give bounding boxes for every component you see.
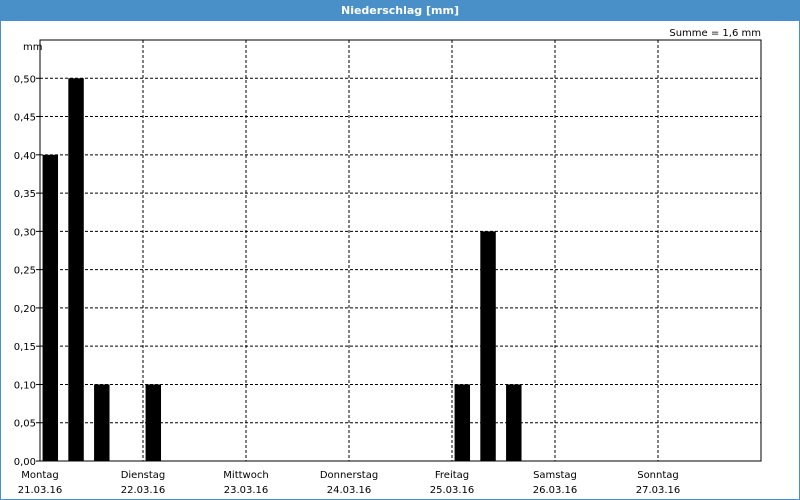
bar (68, 78, 84, 461)
y-tick-label: 0,35 (14, 189, 36, 200)
x-day-label: Dienstag (121, 470, 166, 481)
y-tick-label: 0,50 (14, 74, 36, 85)
y-tick-label: 0,40 (14, 151, 36, 162)
bar (506, 384, 522, 461)
y-tick-label: 0,45 (14, 113, 36, 124)
y-tick-label: 0,15 (14, 342, 36, 353)
x-date-label: 27.03.16 (636, 485, 681, 496)
y-tick-label: 0,20 (14, 304, 36, 315)
y-tick-label: 0,00 (14, 457, 36, 468)
precipitation-chart: Summe = 1,6 mm mm 0,00 0,05 0,10 0,15 0,20 0,… (14, 28, 762, 496)
x-day-label: Freitag (435, 470, 469, 481)
y-tick-label: 0,05 (14, 419, 36, 430)
bar (454, 384, 471, 461)
x-day-label: Donnerstag (320, 470, 378, 481)
window-title: Niederschlag [mm] (341, 4, 459, 17)
bar (145, 384, 162, 461)
y-axis-unit-label: mm (23, 42, 42, 53)
plot-frame (39, 39, 762, 462)
bar (42, 154, 59, 461)
x-date-label: 26.03.16 (533, 485, 578, 496)
x-date-label: 21.03.16 (18, 485, 63, 496)
summary-label: Summe = 1,6 mm (669, 28, 761, 39)
x-date-label: 25.03.16 (430, 485, 475, 496)
x-date-label: 24.03.16 (327, 485, 372, 496)
x-day-label: Sonntag (637, 470, 679, 481)
chart-panel: Summe = 1,6 mm mm 0,00 0,05 0,10 0,15 0,20 0,… (1, 21, 799, 499)
x-day-label: Mittwoch (223, 470, 268, 481)
bar (94, 384, 110, 461)
x-date-label: 23.03.16 (224, 485, 269, 496)
y-tick-label: 0,30 (14, 227, 36, 238)
y-tick-label: 0,10 (14, 380, 36, 391)
x-date-label: 22.03.16 (121, 485, 166, 496)
x-day-label: Montag (21, 470, 58, 481)
y-tick-label: 0,25 (14, 266, 36, 277)
bar (480, 231, 496, 461)
x-day-label: Samstag (533, 470, 577, 481)
